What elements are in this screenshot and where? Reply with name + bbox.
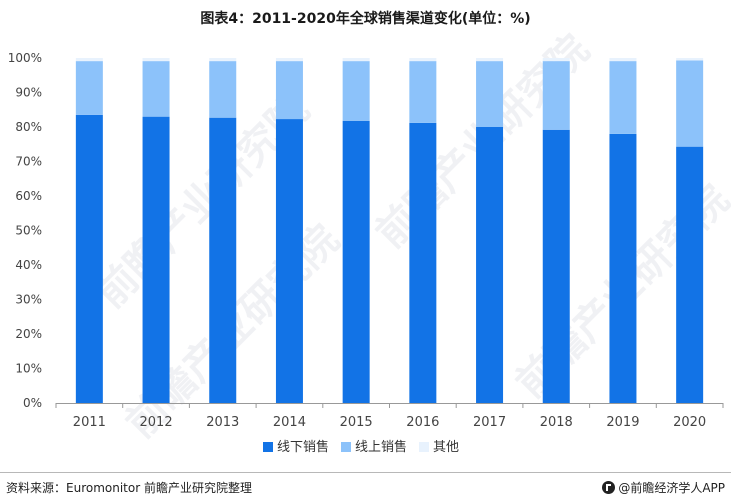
y-tick-label: 0% [23, 396, 42, 410]
bar-2016-线下销售 [409, 122, 437, 404]
y-tick-label: 80% [15, 120, 42, 134]
bar-2014-线上销售 [275, 61, 303, 120]
bar-2020-其他 [676, 58, 704, 61]
x-tick-label: 2014 [273, 415, 306, 430]
brand-label: @前瞻经济学人APP [618, 481, 725, 495]
bar-2012-线上销售 [142, 61, 170, 117]
bar-2018-线上销售 [542, 61, 570, 130]
y-tick-label: 100% [8, 51, 42, 65]
bar-2012-线下销售 [142, 116, 170, 404]
x-tick-label: 2016 [406, 415, 439, 430]
bar-2019-线上销售 [609, 61, 637, 134]
y-tick-label: 50% [15, 224, 42, 238]
bar-2015-其他 [342, 58, 370, 62]
bar-2019-线下销售 [609, 133, 637, 403]
y-tick-label: 40% [15, 258, 42, 272]
x-tick-label: 2011 [73, 415, 106, 430]
bar-2017-线上销售 [476, 61, 504, 128]
x-tick-label: 2015 [340, 415, 373, 430]
legend-swatch [263, 442, 273, 452]
brand-logo-icon [602, 481, 616, 494]
y-tick-label: 10% [15, 362, 42, 376]
bar-2018-其他 [542, 58, 570, 62]
x-tick-label: 2019 [606, 415, 639, 430]
x-tick-label: 2013 [206, 415, 239, 430]
legend-swatch [341, 442, 351, 452]
x-tick-label: 2018 [540, 415, 573, 430]
bar-2020-线下销售 [676, 146, 704, 404]
bar-2017-其他 [476, 58, 504, 62]
bar-2019-其他 [609, 58, 637, 62]
bar-2012-其他 [142, 58, 170, 62]
legend-label: 线上销售 [355, 439, 407, 455]
bar-2017-线下销售 [476, 127, 504, 403]
bar-2018-线下销售 [542, 129, 570, 403]
brand-credit: @前瞻经济学人APP [602, 479, 725, 496]
bar-2013-线上销售 [209, 61, 237, 118]
bar-2011-线上销售 [75, 61, 103, 115]
x-tick-label: 2017 [473, 415, 506, 430]
bar-2015-线下销售 [342, 120, 370, 403]
bar-2014-其他 [275, 58, 303, 62]
footer: 资料来源：Euromonitor 前瞻产业研究院整理 @前瞻经济学人APP [0, 472, 731, 499]
y-tick-label: 90% [15, 86, 42, 100]
legend-swatch [419, 442, 429, 452]
y-tick-label: 60% [15, 189, 42, 203]
bar-2016-其他 [409, 58, 437, 62]
legend-label: 其他 [433, 440, 459, 455]
source-note: 资料来源：Euromonitor 前瞻产业研究院整理 [6, 481, 252, 495]
x-tick-label: 2020 [673, 415, 706, 430]
bar-2013-其他 [209, 58, 237, 62]
bar-2014-线下销售 [275, 119, 303, 403]
bar-2020-线上销售 [676, 60, 704, 147]
y-tick-label: 70% [15, 155, 42, 169]
bar-2011-其他 [75, 58, 103, 62]
x-tick-label: 2012 [140, 415, 173, 430]
stacked-bar-chart: 0% 10% 20% 30% 40% 50% 60% 70% 80% 90% 100% 2011 201… [8, 51, 724, 455]
chart-title: 图表4：2011-2020年全球销售渠道变化(单位：%) [200, 11, 531, 27]
bar-2013-线下销售 [209, 117, 237, 403]
y-tick-label: 20% [15, 327, 42, 341]
bar-2011-线下销售 [75, 114, 103, 404]
legend-label: 线下销售 [277, 439, 329, 455]
bar-2016-线上销售 [409, 61, 437, 123]
bar-2015-线上销售 [342, 61, 370, 121]
y-tick-label: 30% [15, 293, 42, 307]
